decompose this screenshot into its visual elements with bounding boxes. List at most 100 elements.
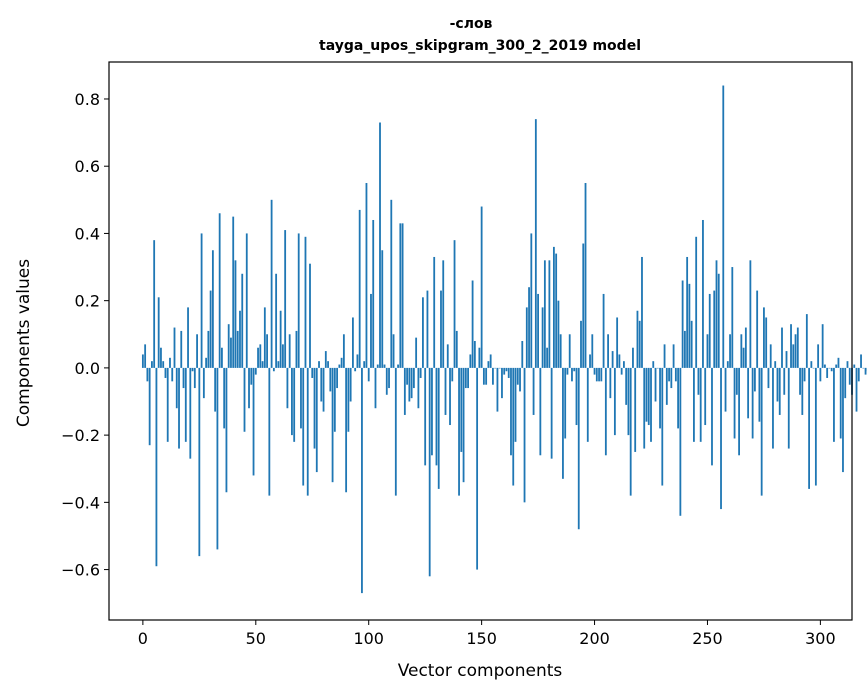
bar — [659, 367, 661, 429]
bar — [449, 367, 451, 426]
bar — [318, 361, 320, 368]
bar — [309, 263, 311, 368]
bar — [424, 367, 427, 466]
bar — [611, 351, 614, 368]
bar — [193, 367, 196, 389]
bar — [259, 344, 262, 368]
bar — [729, 334, 731, 368]
bar — [767, 367, 770, 389]
bar — [629, 367, 632, 496]
x-tick-label: 100 — [353, 629, 384, 648]
bar — [600, 367, 603, 382]
bar — [783, 367, 786, 395]
bar — [537, 293, 539, 368]
bar — [634, 367, 637, 452]
bar — [196, 334, 198, 368]
bar — [632, 347, 634, 368]
x-tick-label: 200 — [579, 629, 610, 648]
bar — [175, 367, 178, 409]
bar — [765, 317, 768, 368]
bar — [403, 367, 406, 415]
bar — [363, 361, 366, 368]
bar — [643, 367, 646, 449]
bar — [487, 361, 490, 368]
bar — [171, 367, 174, 382]
bar — [595, 367, 598, 382]
bar — [180, 330, 183, 368]
bar — [647, 367, 650, 426]
bar — [489, 354, 492, 368]
bar — [514, 367, 517, 442]
bar — [794, 334, 797, 368]
bar — [695, 236, 698, 368]
bar — [609, 367, 612, 399]
bar — [223, 367, 226, 429]
bar — [665, 367, 668, 405]
bar — [266, 334, 268, 368]
bar — [293, 367, 296, 442]
bar — [227, 324, 230, 368]
bar — [810, 361, 813, 368]
bar — [302, 367, 305, 486]
bar — [250, 367, 253, 385]
bar — [288, 334, 291, 368]
bar — [422, 297, 424, 368]
bar — [733, 367, 736, 439]
bar — [331, 367, 334, 483]
bar — [645, 367, 648, 422]
bar — [808, 367, 810, 489]
bar — [523, 367, 526, 503]
bar — [417, 367, 420, 409]
bar — [801, 367, 804, 415]
bar — [157, 297, 160, 368]
bar — [546, 347, 549, 368]
y-tick-label: 0.8 — [75, 90, 100, 109]
bar — [686, 256, 689, 368]
bar — [315, 367, 318, 473]
bar — [814, 367, 817, 486]
bar — [410, 367, 413, 399]
bar — [492, 367, 494, 385]
x-axis-ticks: 0 50 100 150 200 250 300 — [138, 620, 836, 648]
bar — [604, 367, 607, 456]
bar — [408, 367, 411, 402]
bar — [715, 260, 718, 368]
bar — [381, 250, 384, 368]
bar — [232, 216, 235, 368]
bar — [602, 293, 605, 368]
bar — [352, 317, 354, 368]
bar — [577, 367, 580, 530]
bar — [248, 367, 250, 409]
y-tick-label: 0.0 — [75, 359, 100, 378]
bar — [552, 246, 555, 368]
bar — [501, 367, 503, 399]
bar — [835, 364, 838, 368]
bar — [277, 361, 280, 368]
bar — [654, 367, 657, 402]
bar — [406, 367, 409, 385]
bar — [372, 219, 375, 368]
bar — [268, 367, 271, 496]
bar — [230, 337, 232, 368]
bar — [182, 367, 185, 389]
bar — [245, 233, 248, 368]
bar — [708, 293, 711, 368]
bar — [460, 367, 463, 452]
bar — [254, 367, 257, 375]
bar — [496, 367, 499, 412]
bar — [557, 300, 560, 368]
bar — [525, 307, 528, 368]
bar — [184, 367, 187, 442]
bar — [169, 357, 171, 368]
bar — [300, 367, 302, 429]
y-tick-label: −0.6 — [61, 561, 100, 580]
bar — [401, 223, 404, 368]
bar — [636, 310, 639, 368]
bar — [512, 367, 515, 486]
bar — [162, 361, 165, 368]
bar — [613, 367, 616, 436]
bar — [785, 351, 788, 368]
bar — [209, 290, 212, 368]
bar — [796, 327, 799, 368]
bar — [358, 209, 361, 368]
